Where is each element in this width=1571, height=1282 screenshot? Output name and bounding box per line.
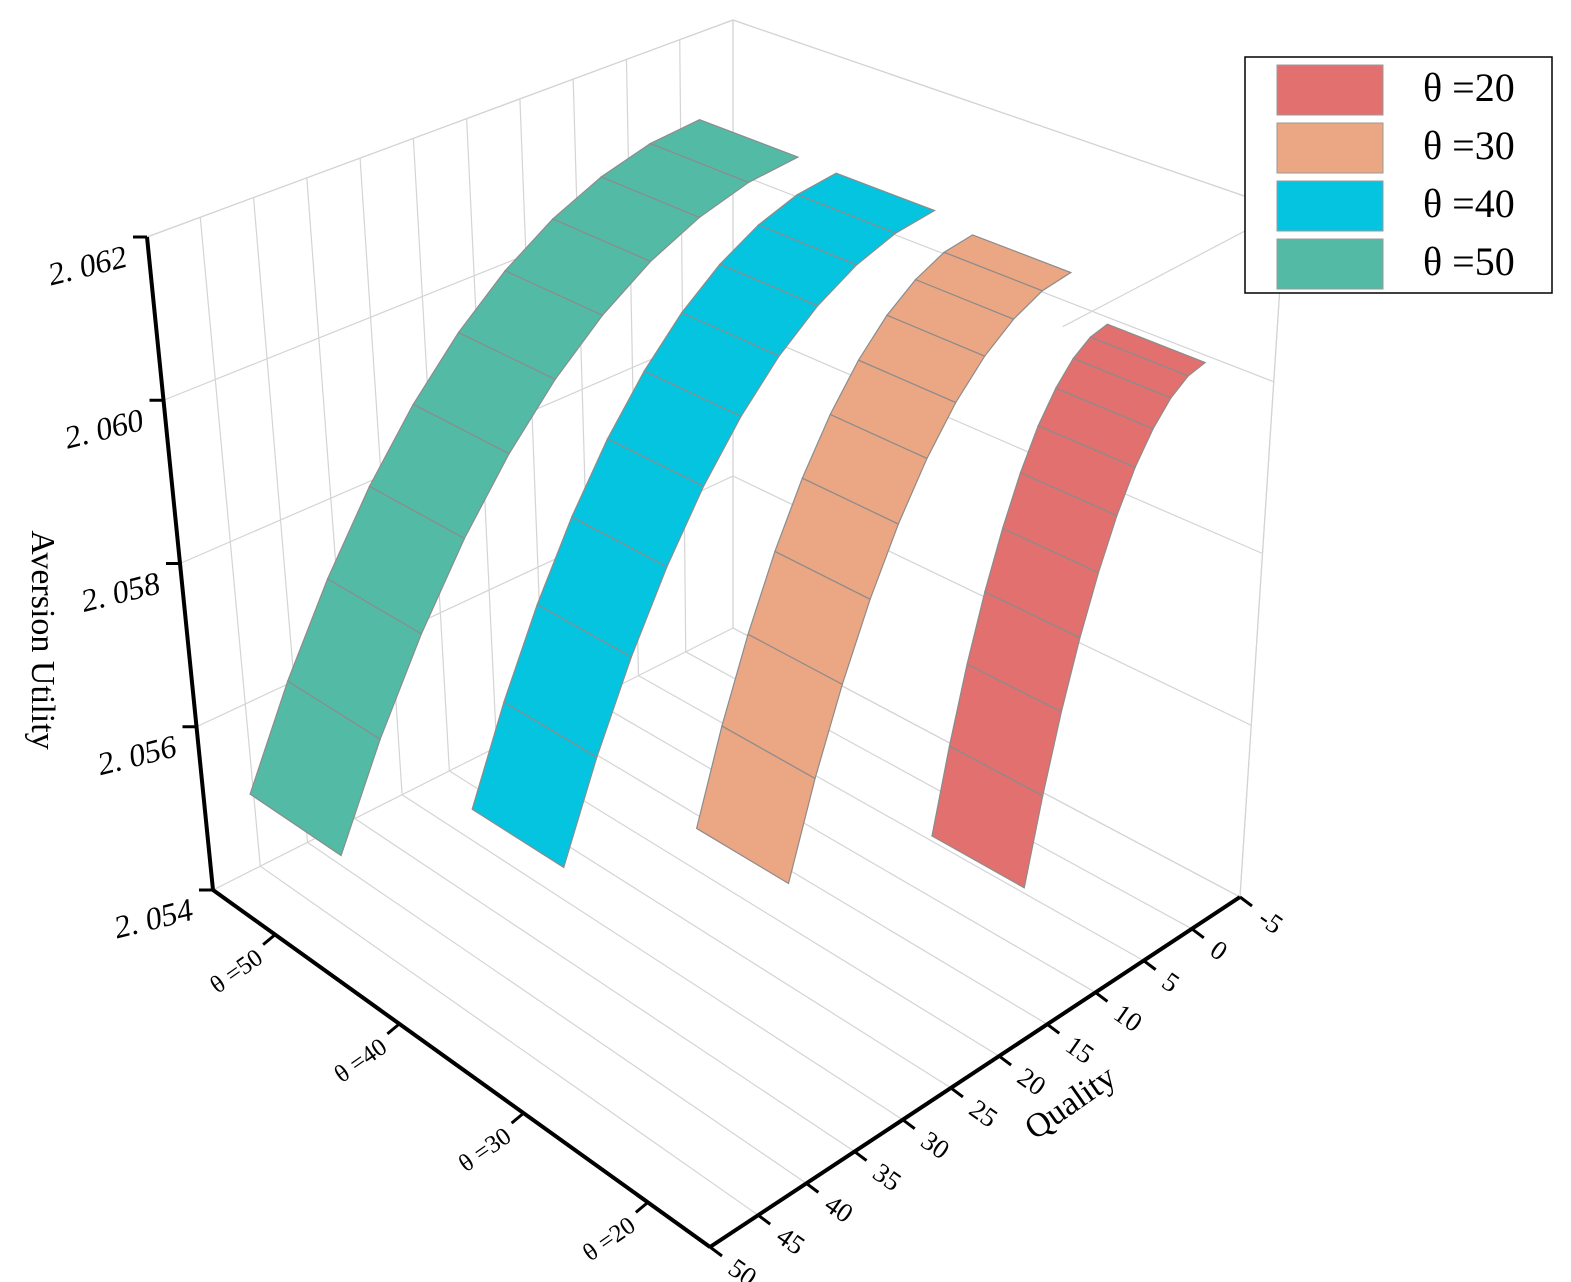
legend-label: θ =30 <box>1423 123 1515 168</box>
y-tick <box>853 1150 868 1162</box>
ribbon-segment <box>931 745 1044 889</box>
legend-swatch <box>1276 180 1384 232</box>
legend: θ =20 θ =30 θ =40 θ =50 <box>1244 56 1553 294</box>
grid-line <box>354 818 855 1153</box>
y-tick <box>1190 927 1205 940</box>
grid-line <box>401 794 904 1121</box>
grid-line <box>212 627 734 891</box>
y-tick <box>1142 959 1157 971</box>
legend-swatch <box>1276 122 1384 174</box>
y-tick <box>805 1182 820 1194</box>
y-tick <box>1094 991 1109 1003</box>
y-tick <box>998 1054 1012 1067</box>
y-tick <box>901 1118 916 1130</box>
x-tick <box>634 1201 649 1214</box>
x-tick <box>510 1111 525 1125</box>
y-tick <box>757 1213 772 1226</box>
y-tick <box>1239 895 1253 908</box>
legend-label: θ =40 <box>1423 181 1515 226</box>
legend-swatch <box>1276 238 1384 290</box>
y-tick <box>709 1245 723 1258</box>
y-axis <box>708 895 1242 1249</box>
ribbon <box>249 119 800 857</box>
y-tick <box>950 1086 964 1099</box>
ribbon <box>471 172 936 869</box>
grid-line <box>259 865 759 1216</box>
grid-line <box>732 323 1263 555</box>
grid-line <box>732 19 1286 211</box>
z-axis-title: Aversion Utility <box>24 530 61 749</box>
legend-label: θ =50 <box>1423 239 1515 284</box>
legend-swatch <box>1276 64 1384 116</box>
grid-line <box>543 722 1048 1025</box>
grid-line <box>590 698 1096 993</box>
x-axis <box>211 888 712 1249</box>
ribbon <box>695 234 1073 885</box>
grid-line <box>146 19 734 238</box>
ribbon-segment <box>695 725 816 885</box>
x-tick <box>386 1022 401 1036</box>
legend-label: θ =20 <box>1423 65 1515 110</box>
ribbon <box>931 323 1207 889</box>
grid-line <box>307 841 807 1184</box>
x-tick <box>262 933 277 946</box>
ribbon-segment <box>249 680 381 857</box>
ribbon-segment <box>471 701 598 869</box>
y-tick <box>1046 1023 1061 1035</box>
